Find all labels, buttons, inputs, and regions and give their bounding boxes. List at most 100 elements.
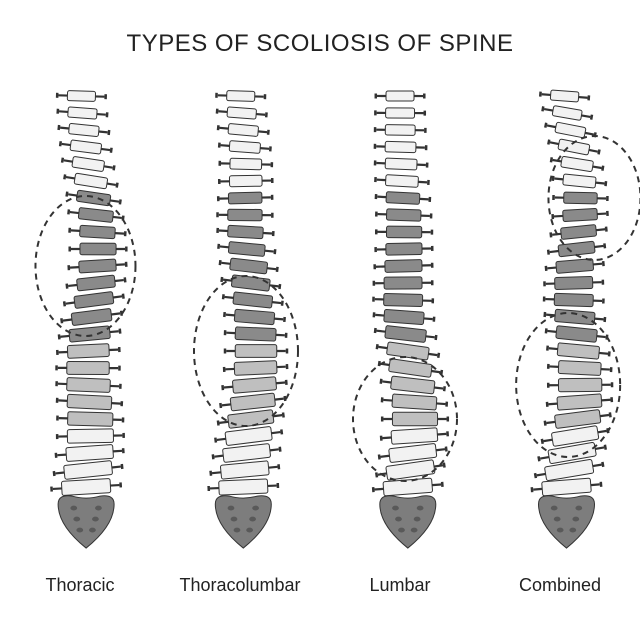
vertebra [59, 138, 114, 155]
vertebra [547, 378, 613, 392]
vertebra [374, 158, 429, 171]
vertebra [373, 277, 434, 290]
vertebra [374, 108, 426, 118]
vertebra [543, 293, 605, 307]
spine-column [160, 80, 320, 560]
vertebra [209, 460, 281, 481]
vertebra [217, 240, 277, 257]
vertebra [374, 124, 427, 135]
vertebra [207, 478, 279, 495]
vertebra [217, 192, 274, 204]
vertebra [547, 137, 602, 158]
sacrum [215, 496, 271, 548]
vertebra [218, 175, 274, 187]
vertebra [544, 324, 609, 343]
page-title: TYPES OF SCOLIOSIS OF SPINE [0, 0, 640, 58]
vertebra [380, 427, 450, 445]
spine-column [480, 80, 640, 560]
vertebra [57, 122, 111, 138]
vertebra [530, 477, 603, 497]
vertebra [373, 324, 438, 344]
vertebra [57, 325, 122, 343]
vertebra [65, 188, 122, 207]
vertebra [217, 122, 271, 137]
vertebra [379, 375, 446, 396]
vertebra [547, 360, 613, 376]
vertebra [211, 442, 282, 464]
sacrum [538, 496, 594, 548]
vertebra [381, 412, 449, 425]
vertebra [60, 155, 116, 174]
vertebra [62, 290, 125, 310]
spine-diagram [320, 80, 480, 560]
spine-diagram [0, 80, 160, 560]
vertebra [539, 89, 591, 103]
vertebra [214, 425, 284, 447]
column-label: Thoracolumbar [160, 575, 320, 596]
vertebra [56, 394, 124, 411]
vertebra [56, 411, 124, 426]
spine-diagram [480, 80, 640, 560]
vertebra [543, 276, 604, 290]
vertebra [552, 192, 609, 204]
vertebra [223, 360, 289, 376]
vertebra [220, 273, 282, 292]
vertebra [65, 274, 127, 292]
vertebra [380, 393, 448, 411]
vertebra [372, 309, 435, 326]
vertebra [372, 293, 434, 307]
vertebra [50, 478, 122, 496]
vertebra [373, 259, 433, 272]
vertebra [219, 392, 287, 412]
vertebra [224, 326, 288, 341]
vertebra [543, 408, 612, 430]
vertebra [221, 376, 288, 394]
vertebra [375, 208, 433, 221]
sacrum [58, 496, 114, 548]
vertebra [218, 158, 273, 170]
vertebra [377, 442, 448, 464]
vertebra [374, 141, 428, 153]
column-label: Combined [480, 575, 640, 596]
vertebra [551, 208, 609, 222]
vertebra [52, 459, 124, 480]
spine-row [0, 80, 640, 560]
vertebra [56, 106, 108, 120]
spine-column [320, 80, 480, 560]
column-label: Lumbar [320, 575, 480, 596]
vertebra [375, 340, 441, 362]
vertebra [374, 174, 430, 188]
vertebra [545, 393, 613, 411]
vertebra [56, 90, 107, 102]
vertebra [544, 120, 598, 140]
vertebra [546, 342, 611, 361]
vertebra [56, 343, 121, 359]
vertebra [533, 457, 605, 482]
vertebra [54, 444, 125, 462]
vertebra [372, 477, 445, 497]
vertebra [56, 429, 125, 444]
vertebra [215, 106, 268, 120]
vertebra [216, 225, 275, 240]
column-label: Thoracic [0, 575, 160, 596]
vertebra [55, 377, 122, 393]
vertebra [221, 291, 284, 310]
vertebra [544, 258, 605, 275]
sacrum [380, 496, 436, 548]
vertebra [216, 408, 285, 430]
vertebra [63, 171, 120, 190]
vertebra [540, 424, 610, 449]
vertebra [551, 173, 607, 189]
vertebra [549, 154, 605, 173]
spine-column [0, 80, 160, 560]
vertebra [374, 243, 433, 256]
vertebra [67, 206, 125, 224]
vertebra [218, 257, 279, 276]
spine-diagram [160, 80, 320, 560]
vertebra [55, 361, 120, 374]
vertebra [68, 224, 127, 239]
vertebra [215, 90, 266, 102]
vertebra [218, 140, 272, 154]
vertebra [67, 258, 128, 273]
vertebra [60, 307, 124, 327]
